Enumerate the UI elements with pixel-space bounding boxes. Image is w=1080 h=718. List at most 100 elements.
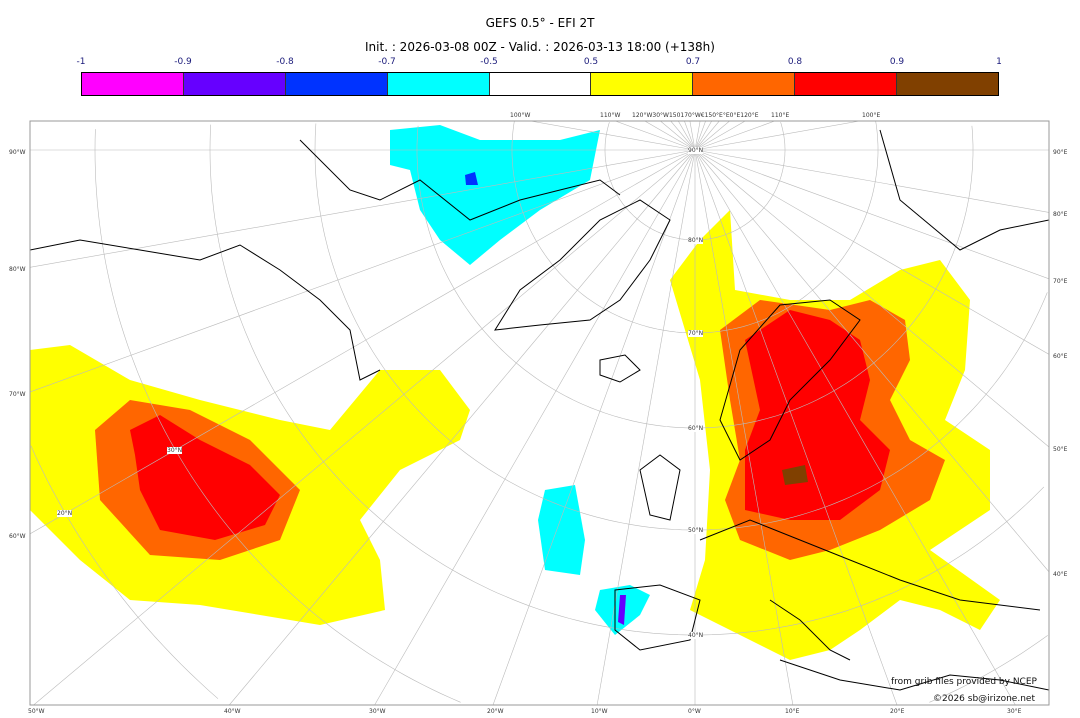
meridian-line	[694, 121, 712, 151]
axis-label-top: 100°W	[510, 112, 531, 119]
axis-label-right: 40°E	[1053, 571, 1068, 578]
colorbar-segment	[591, 73, 694, 95]
axis-label-top: 120°W30°W150170°W€150°E°E0°E120°E	[632, 112, 759, 119]
meridian-line	[229, 149, 696, 705]
lat-label: 90°N	[688, 147, 704, 154]
axis-label-right: 70°E	[1053, 278, 1068, 285]
lat-label: 20°N	[57, 510, 73, 517]
meridian-line	[694, 121, 720, 151]
colorbar-segment	[795, 73, 898, 95]
latitude-line	[209, 124, 1045, 636]
data-source-credit: from grib files provided by NCEP	[891, 677, 1037, 687]
coastlines	[30, 129, 1049, 691]
colorbar-tick-label: -0.5	[480, 57, 498, 67]
latitude-line	[30, 445, 219, 699]
colorbar-segment	[82, 73, 184, 95]
axis-label-right: 50°E	[1053, 446, 1068, 453]
axis-label-left: 70°W	[9, 391, 26, 398]
meridian-line	[492, 149, 696, 705]
colorbar-segment	[489, 73, 592, 95]
meridian-line	[694, 149, 1049, 355]
lat-label: 40°N	[688, 632, 704, 639]
copyright: ©2026 sb@irizone.net	[933, 694, 1035, 704]
axis-label-right: 90°E	[1053, 149, 1068, 156]
colorbar-tick-label: -0.9	[174, 57, 192, 67]
latitude-line	[94, 129, 1048, 703]
meridian-line	[694, 149, 1016, 705]
meridian-line	[615, 121, 696, 151]
efi-cold-anomaly	[390, 125, 650, 635]
axis-label-bottom: 40°W	[224, 708, 241, 715]
meridian-line	[30, 149, 696, 393]
colorbar-tick-label: -0.8	[276, 57, 294, 67]
latitude-line	[604, 122, 786, 241]
axis-label-bottom: 0°W	[688, 708, 701, 715]
meridian-line	[530, 121, 696, 151]
efi-atlantic-anomaly	[30, 345, 470, 625]
meridian-line	[694, 149, 794, 705]
axis-label-top: 110°E	[771, 112, 790, 119]
meridian-line	[596, 149, 696, 705]
colorbar-segment	[693, 73, 796, 95]
meridian-line	[694, 121, 746, 151]
colorbar-segment	[183, 73, 286, 95]
colorbar-tick-label: -1	[76, 57, 86, 67]
colorbar-tick-label: 0.9	[889, 57, 905, 67]
latitude-line	[511, 121, 879, 334]
colorbar-tick-label: 0.5	[583, 57, 599, 67]
meridian-line	[694, 121, 775, 151]
meridian-line	[694, 149, 1049, 213]
meridian-line	[678, 121, 696, 151]
axis-label-top: 100°E	[862, 112, 881, 119]
meridian-line	[694, 121, 701, 151]
axis-label-bottom: 10°W	[591, 708, 608, 715]
colorbar-segment	[387, 73, 490, 95]
map-title: GEFS 0.5° - EFI 2T	[485, 16, 595, 30]
colorbar-tick-label: 0.7	[685, 57, 701, 67]
meridian-line	[684, 121, 696, 151]
axis-label-right: 80°E	[1053, 211, 1068, 218]
lat-label: 60°N	[688, 425, 704, 432]
colorbar-segment	[897, 73, 999, 95]
meridian-line	[694, 121, 706, 151]
meridian-line	[33, 149, 696, 705]
axis-label-left: 90°W	[9, 149, 26, 156]
meridian-line	[644, 121, 696, 151]
colorbar-tick-label: 1	[996, 57, 1002, 67]
meridian-line	[694, 121, 730, 151]
axis-label-bottom: 50°W	[28, 708, 45, 715]
meridian-line	[694, 149, 898, 705]
axis-label-bottom: 30°E	[1007, 708, 1022, 715]
lat-label: 80°N	[688, 237, 704, 244]
colorbar-tick-label: -0.7	[378, 57, 396, 67]
meridian-line	[670, 121, 696, 151]
efi-europe-anomaly	[670, 210, 1000, 660]
axis-label-bottom: 20°W	[487, 708, 504, 715]
colorbar	[81, 72, 999, 96]
axis-label-left: 60°W	[9, 533, 26, 540]
axis-label-right: 60°E	[1053, 353, 1068, 360]
colorbar-tick-label: 0.8	[787, 57, 803, 67]
meridian-line	[694, 149, 1049, 448]
lat-label: 70°N	[688, 330, 704, 337]
axis-label-left: 80°W	[9, 266, 26, 273]
axis-label-bottom: 20°E	[890, 708, 905, 715]
map-frame	[29, 120, 1050, 706]
colorbar-segment	[285, 73, 388, 95]
lat-label: 50°N	[688, 527, 704, 534]
meridian-line	[694, 149, 1049, 280]
meridian-line	[30, 149, 696, 535]
latitude-line	[314, 123, 1048, 531]
axis-label-bottom: 10°E	[785, 708, 800, 715]
latitude-line	[416, 125, 974, 429]
meridian-line	[30, 149, 696, 268]
axis-label-top: 110°W	[600, 112, 621, 119]
meridian-line	[374, 149, 696, 705]
meridian-line	[660, 121, 696, 151]
meridian-line	[689, 121, 696, 151]
map-subtitle: Init. : 2026-03-08 00Z - Valid. : 2026-0…	[365, 40, 715, 54]
axis-label-bottom: 30°W	[369, 708, 386, 715]
lat-label: 30°N	[167, 447, 183, 454]
meridian-line	[694, 149, 1049, 573]
